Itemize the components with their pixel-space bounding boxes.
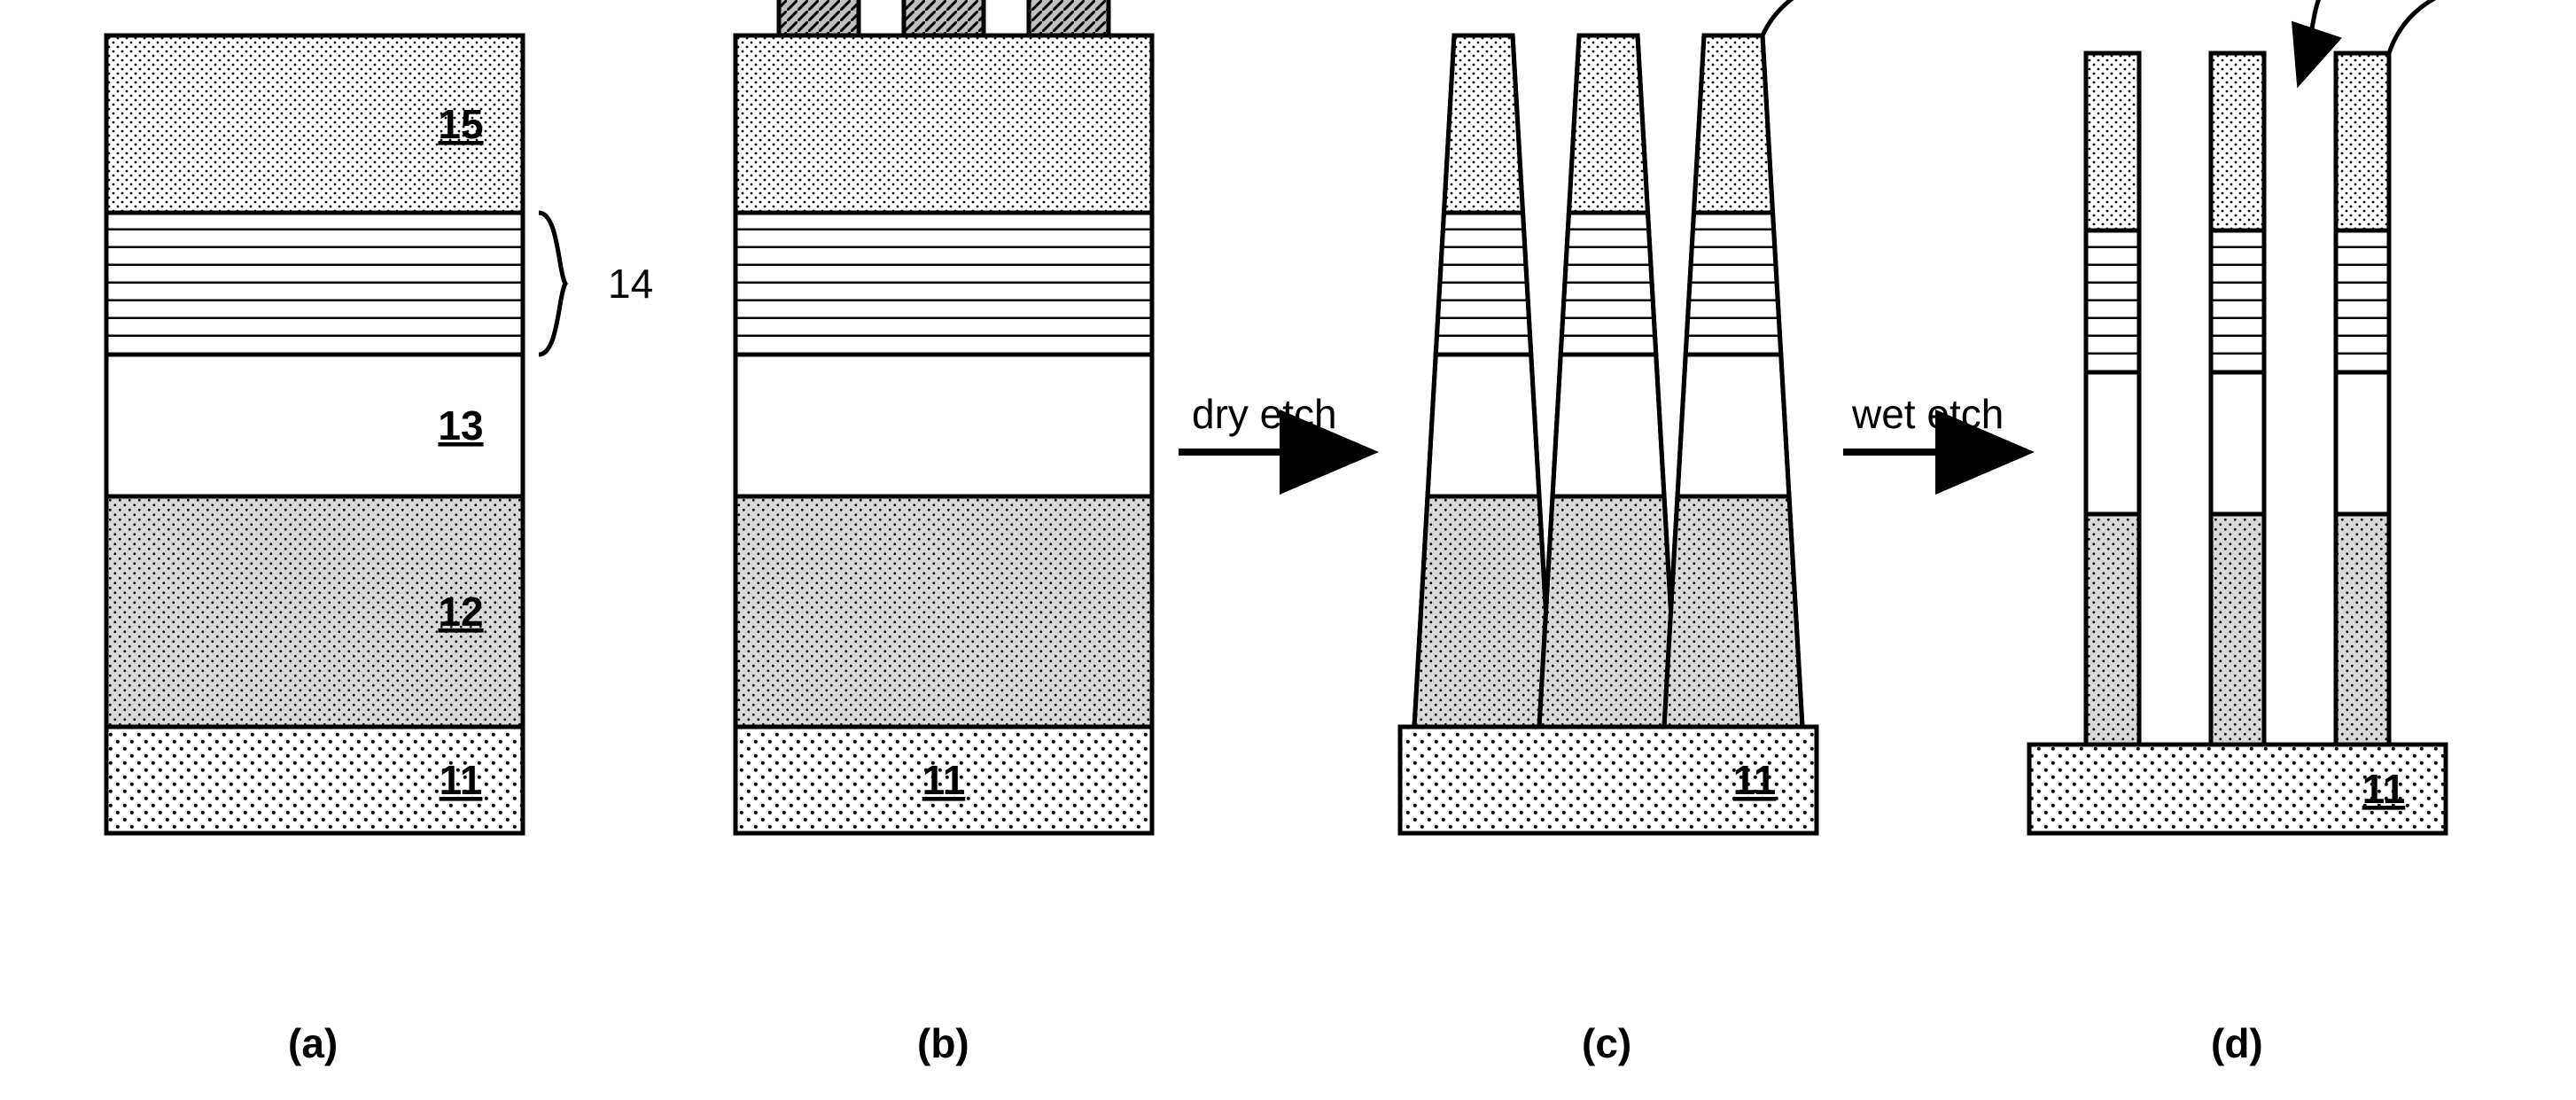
diagram-svg: 111213151411161117111819	[0, 0, 2576, 1100]
svg-text:15: 15	[438, 101, 483, 147]
arrow-label-wet-etch: wet etch	[1852, 390, 2004, 438]
panel-d-label: (d)	[2211, 1019, 2263, 1067]
svg-text:11: 11	[922, 757, 966, 803]
panel-a-label: (a)	[288, 1019, 338, 1067]
svg-text:12: 12	[438, 589, 483, 635]
svg-text:13: 13	[438, 402, 483, 449]
svg-text:18: 18	[2522, 0, 2567, 5]
panel-b-label: (b)	[917, 1019, 969, 1067]
panel-c-label: (c)	[1582, 1019, 1631, 1067]
arrow-label-dry-etch: dry etch	[1192, 390, 1337, 438]
figure-root: 111213151411161117111819 (a)(b)(c)(d)dry…	[0, 0, 2576, 1100]
svg-text:11: 11	[1733, 757, 1777, 803]
svg-text:14: 14	[608, 261, 653, 307]
svg-text:11: 11	[440, 757, 483, 803]
svg-text:11: 11	[2362, 766, 2406, 812]
